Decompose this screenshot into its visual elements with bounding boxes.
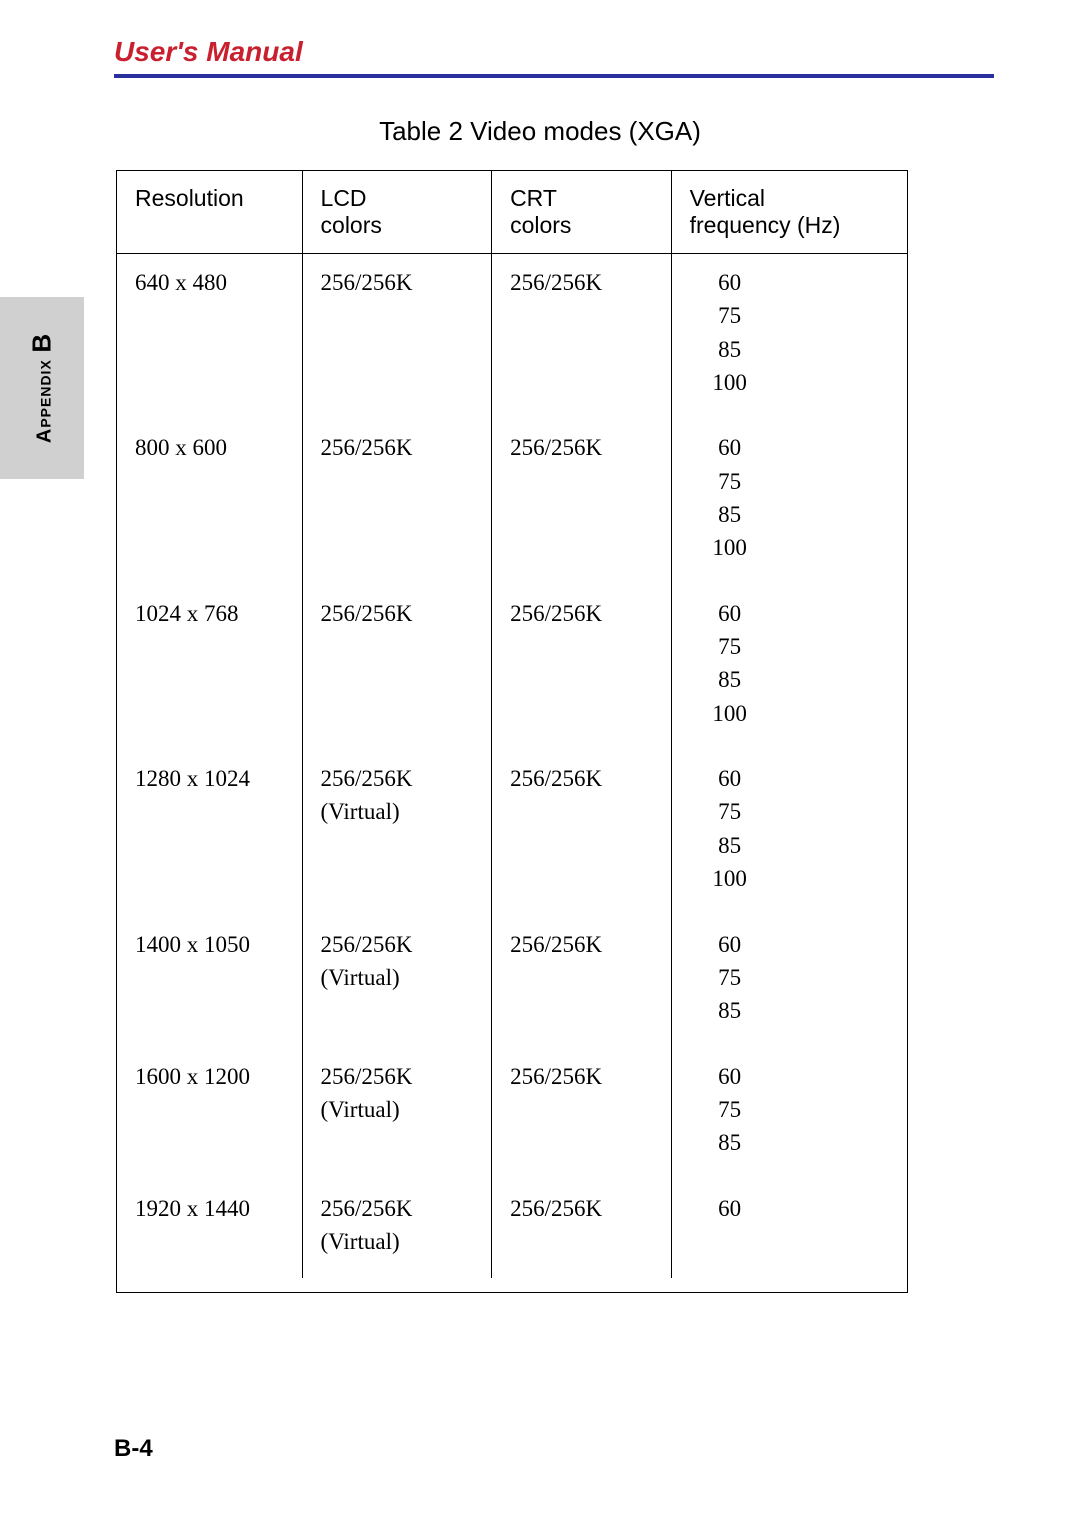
cell-vertical-freq: 607585	[672, 916, 907, 1048]
page: User's Manual Appendix B Table 2 Video m…	[0, 0, 1080, 1529]
col-header-line2: colors	[510, 212, 659, 239]
freq-value: 100	[690, 531, 770, 564]
col-header-crt: CRT colors	[492, 171, 672, 253]
freq-value: 75	[690, 795, 770, 828]
table-header-row: Resolution LCD colors CRT colors Vertica…	[117, 171, 907, 254]
freq-value: 85	[690, 994, 770, 1027]
cell-lcd-line1: 256/256K	[321, 431, 480, 464]
cell-vertical-freq: 60	[672, 1180, 907, 1279]
table-row: 800 x 600256/256K256/256K607585100	[117, 419, 907, 584]
freq-value: 100	[690, 862, 770, 895]
table-row: 1920 x 1440256/256K(Virtual)256/256K60	[117, 1180, 907, 1279]
freq-value: 60	[690, 597, 770, 630]
cell-lcd-line1: 256/256K	[321, 1060, 480, 1093]
freq-value: 60	[690, 266, 770, 299]
cell-lcd-colors: 256/256K(Virtual)	[303, 1180, 493, 1279]
cell-lcd-colors: 256/256K(Virtual)	[303, 750, 493, 915]
table-title: Table 2 Video modes (XGA)	[0, 116, 1080, 147]
cell-crt-colors: 256/256K	[492, 585, 672, 750]
cell-resolution: 1600 x 1200	[117, 1048, 303, 1180]
cell-lcd-colors: 256/256K	[303, 585, 493, 750]
table-row: 1024 x 768256/256K256/256K607585100	[117, 585, 907, 750]
cell-vertical-freq: 607585100	[672, 585, 907, 750]
freq-value: 85	[690, 663, 770, 696]
cell-lcd-colors: 256/256K	[303, 254, 493, 419]
cell-crt-colors: 256/256K	[492, 1180, 672, 1279]
col-header-line1: Resolution	[135, 185, 290, 212]
cell-lcd-line1: 256/256K	[321, 762, 480, 795]
page-header-title: User's Manual	[114, 36, 303, 68]
cell-vertical-freq: 607585100	[672, 419, 907, 584]
freq-value: 60	[690, 762, 770, 795]
cell-crt-colors: 256/256K	[492, 419, 672, 584]
cell-vertical-freq: 607585100	[672, 750, 907, 915]
header-rule	[114, 74, 994, 78]
cell-crt-colors: 256/256K	[492, 1048, 672, 1180]
freq-value: 85	[690, 1126, 770, 1159]
freq-value: 85	[690, 498, 770, 531]
cell-resolution: 1024 x 768	[117, 585, 303, 750]
cell-lcd-line2: (Virtual)	[321, 1225, 480, 1258]
col-header-vertical-freq: Vertical frequency (Hz)	[672, 171, 907, 253]
freq-value: 75	[690, 1093, 770, 1126]
freq-value: 100	[690, 366, 770, 399]
col-header-resolution: Resolution	[117, 171, 303, 253]
cell-resolution: 640 x 480	[117, 254, 303, 419]
cell-resolution: 800 x 600	[117, 419, 303, 584]
cell-lcd-line2: (Virtual)	[321, 795, 480, 828]
cell-crt-colors: 256/256K	[492, 750, 672, 915]
col-header-lcd: LCD colors	[303, 171, 493, 253]
col-header-line2: colors	[321, 212, 480, 239]
cell-lcd-line2: (Virtual)	[321, 1093, 480, 1126]
freq-value: 75	[690, 299, 770, 332]
table-row: 1400 x 1050256/256K(Virtual)256/256K6075…	[117, 916, 907, 1048]
freq-value: 100	[690, 697, 770, 730]
freq-value: 60	[690, 1192, 770, 1225]
freq-value: 60	[690, 928, 770, 961]
col-header-line2: frequency (Hz)	[690, 212, 895, 239]
cell-lcd-colors: 256/256K(Virtual)	[303, 916, 493, 1048]
freq-value: 75	[690, 961, 770, 994]
cell-lcd-line1: 256/256K	[321, 928, 480, 961]
cell-resolution: 1400 x 1050	[117, 916, 303, 1048]
freq-value: 85	[690, 829, 770, 862]
cell-crt-colors: 256/256K	[492, 254, 672, 419]
page-number: B-4	[114, 1435, 153, 1463]
freq-value: 75	[690, 465, 770, 498]
cell-lcd-line1: 256/256K	[321, 597, 480, 630]
cell-lcd-line1: 256/256K	[321, 1192, 480, 1225]
cell-lcd-colors: 256/256K	[303, 419, 493, 584]
table-body: 640 x 480256/256K256/256K607585100800 x …	[117, 254, 907, 1292]
cell-vertical-freq: 607585	[672, 1048, 907, 1180]
cell-resolution: 1920 x 1440	[117, 1180, 303, 1279]
cell-resolution: 1280 x 1024	[117, 750, 303, 915]
table-row: 1600 x 1200256/256K(Virtual)256/256K6075…	[117, 1048, 907, 1180]
cell-lcd-line1: 256/256K	[321, 266, 480, 299]
cell-lcd-line2: (Virtual)	[321, 961, 480, 994]
cell-crt-colors: 256/256K	[492, 916, 672, 1048]
col-header-line1: Vertical	[690, 185, 895, 212]
freq-value: 60	[690, 431, 770, 464]
appendix-label-big: B	[27, 333, 57, 353]
cell-vertical-freq: 607585100	[672, 254, 907, 419]
appendix-side-tab: Appendix B	[0, 297, 84, 479]
freq-value: 75	[690, 630, 770, 663]
video-modes-table: Resolution LCD colors CRT colors Vertica…	[116, 170, 908, 1293]
table-row: 1280 x 1024256/256K(Virtual)256/256K6075…	[117, 750, 907, 915]
cell-lcd-colors: 256/256K(Virtual)	[303, 1048, 493, 1180]
appendix-label-small: Appendix	[34, 359, 56, 443]
freq-value: 85	[690, 333, 770, 366]
col-header-line1: LCD	[321, 185, 480, 212]
col-header-line1: CRT	[510, 185, 659, 212]
appendix-side-tab-label: Appendix B	[27, 333, 58, 443]
table-row: 640 x 480256/256K256/256K607585100	[117, 254, 907, 419]
freq-value: 60	[690, 1060, 770, 1093]
